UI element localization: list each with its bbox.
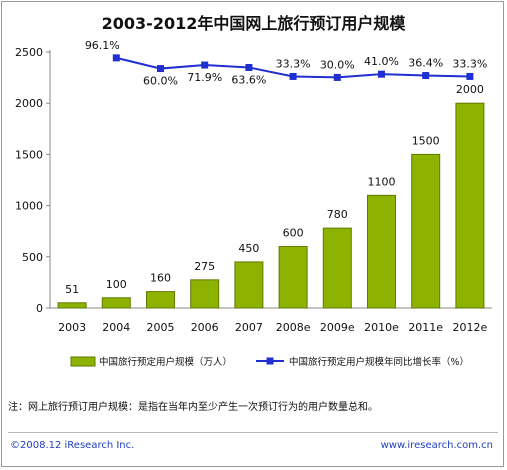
- growth-point: [289, 72, 297, 80]
- bar: [234, 261, 264, 309]
- x-tick-label: 2009e: [320, 321, 355, 334]
- growth-value-label: 33.3%: [276, 57, 311, 70]
- bar: [190, 279, 220, 309]
- bar-value-label: 600: [283, 227, 304, 240]
- y-tick-label: 1500: [15, 148, 43, 161]
- x-tick-label: 2010e: [364, 321, 399, 334]
- growth-point: [201, 61, 209, 69]
- growth-point: [333, 73, 341, 81]
- chart-legend: 中国旅行预定用户规模（万人） 中国旅行预定用户规模年同比增长率（%）: [70, 356, 469, 368]
- bar-series: 51 100 160 275 450 600 780 1100 1500 2000: [57, 83, 485, 309]
- growth-point: [378, 70, 385, 78]
- chart-title: 2003-2012年中国网上旅行预订用户规模: [101, 14, 406, 33]
- growth-value-label: 30.0%: [320, 58, 355, 71]
- bar: [57, 302, 87, 309]
- growth-value-label: 63.6%: [231, 73, 266, 86]
- x-tick-label: 2006: [191, 321, 219, 334]
- x-tick-label: 2007: [235, 321, 263, 334]
- bar-value-label: 450: [238, 242, 259, 255]
- bar: [411, 153, 441, 309]
- bar-value-label: 275: [194, 260, 215, 273]
- bar-value-label: 100: [106, 278, 127, 291]
- growth-value-label: 41.0%: [364, 55, 399, 68]
- bar: [278, 246, 308, 309]
- growth-point: [466, 72, 474, 80]
- legend-label-bar: 中国旅行预定用户规模（万人）: [99, 356, 232, 368]
- y-tick-label: 500: [22, 251, 43, 264]
- y-tick-label: 2500: [15, 46, 43, 59]
- bar-value-label: 51: [65, 283, 79, 296]
- x-tick-label: 2004: [102, 321, 130, 334]
- x-tick-label: 2008e: [276, 321, 311, 334]
- growth-point: [157, 65, 164, 73]
- growth-value-label: 60.0%: [143, 75, 178, 88]
- x-tick-label: 2011e: [408, 321, 443, 334]
- bar-value-label: 780: [327, 208, 348, 221]
- copyright-text: ©2008.12 iResearch Inc.: [10, 440, 135, 451]
- legend-swatch-bar: [70, 356, 96, 367]
- growth-line-series: 96.1% 60.0% 71.9% 63.6% 33.3% 30.0% 41.0% 36.4%…: [85, 39, 488, 88]
- legend-swatch-marker: [266, 357, 274, 365]
- bar-value-label: 1500: [412, 134, 440, 147]
- bar-value-label: 160: [150, 272, 171, 285]
- bar: [146, 291, 175, 309]
- bar: [455, 102, 485, 309]
- y-tick-label: 2000: [15, 97, 43, 110]
- bar: [367, 194, 396, 309]
- growth-point: [245, 63, 253, 71]
- growth-point: [112, 54, 120, 62]
- y-tick-label: 0: [36, 302, 43, 315]
- x-tick-label: 2012e: [453, 321, 488, 334]
- growth-value-label: 96.1%: [85, 39, 120, 52]
- legend-label-line: 中国旅行预定用户规模年同比增长率（%）: [289, 356, 469, 368]
- footer-divider: [8, 432, 498, 433]
- footnote: 注：网上旅行预订用户规模：是指在当年内至少产生一次预订行为的用户数量总和。: [8, 402, 378, 413]
- growth-point: [422, 72, 430, 80]
- website-link[interactable]: www.iresearch.com.cn: [380, 440, 493, 451]
- bar-value-label: 1100: [368, 175, 396, 188]
- growth-value-label: 36.4%: [408, 57, 443, 70]
- bar: [322, 227, 352, 309]
- chart-axes: 0 500 1000 1500 2000 2500 2003 2004 2005 2006 2007…: [15, 46, 492, 334]
- bar-value-label: 2000: [456, 83, 484, 96]
- growth-value-label: 71.9%: [187, 71, 222, 84]
- bar: [101, 297, 131, 309]
- y-tick-label: 1000: [15, 200, 43, 213]
- x-tick-label: 2003: [58, 321, 86, 334]
- growth-value-label: 33.3%: [452, 57, 487, 70]
- x-tick-label: 2005: [147, 321, 175, 334]
